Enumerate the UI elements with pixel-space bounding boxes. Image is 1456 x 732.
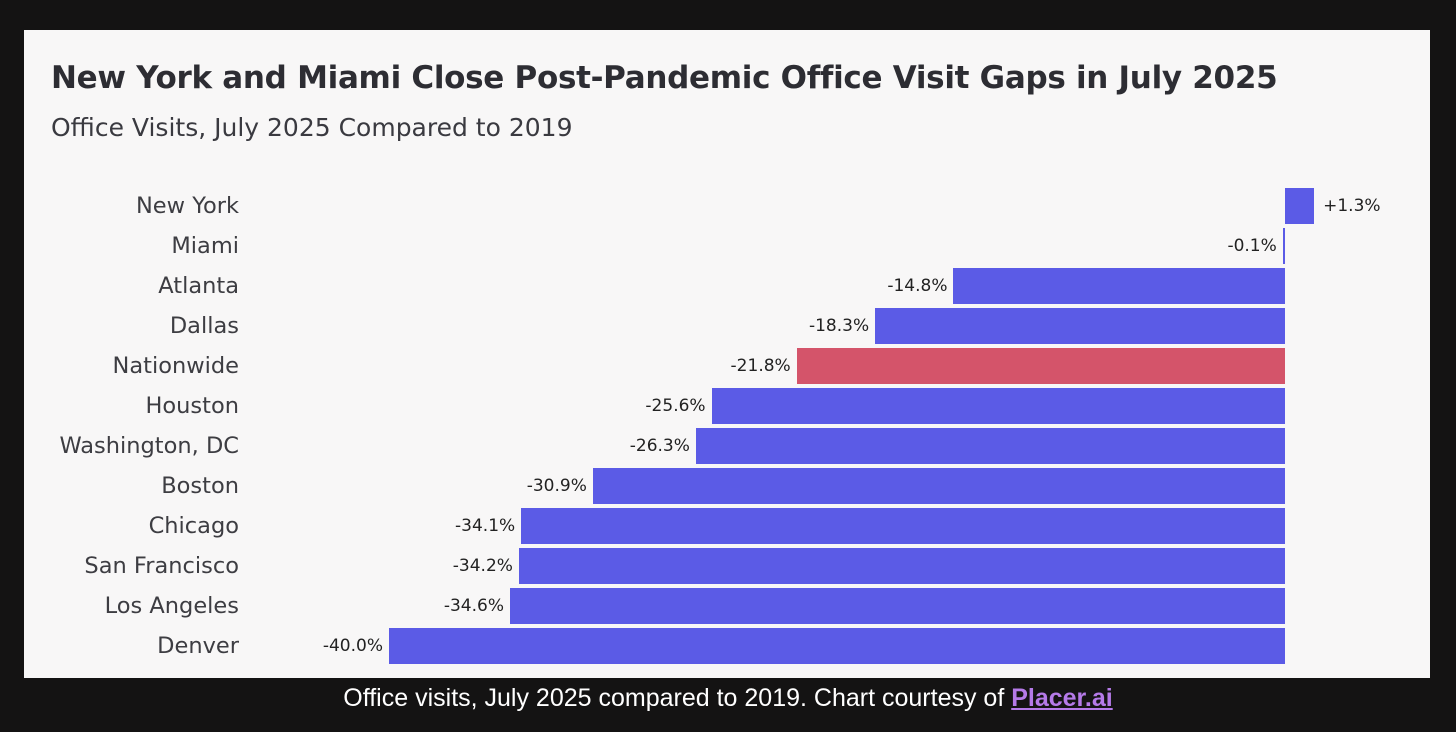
data-label: -34.1% (455, 516, 516, 536)
data-label: -34.6% (443, 596, 504, 616)
category-label: Miami (171, 233, 239, 259)
bar-los-angeles (509, 588, 1285, 624)
bar-miami (1282, 228, 1285, 264)
category-label: Atlanta (158, 273, 239, 299)
data-label: -14.8% (887, 276, 948, 296)
caption: Office visits, July 2025 compared to 201… (0, 684, 1456, 713)
data-label: -26.3% (629, 436, 690, 456)
chart-subtitle: Office Visits, July 2025 Compared to 201… (51, 113, 573, 142)
bar-atlanta (953, 268, 1285, 304)
category-label: Boston (161, 473, 239, 499)
category-label: Washington, DC (59, 433, 239, 459)
bar-chicago (521, 508, 1285, 544)
category-label: Houston (145, 393, 239, 419)
category-label: New York (135, 193, 239, 219)
category-label: Chicago (148, 513, 239, 539)
category-label: Dallas (169, 313, 239, 339)
data-label: -40.0% (322, 636, 383, 656)
category-label: Los Angeles (104, 593, 239, 619)
placer-link[interactable]: Placer.ai (1011, 684, 1113, 712)
bar-nationwide (796, 348, 1285, 384)
data-label: -0.1% (1227, 236, 1277, 256)
data-label: -25.6% (645, 396, 706, 416)
data-label: -21.8% (730, 356, 791, 376)
caption-text: Office visits, July 2025 compared to 201… (343, 684, 1012, 712)
bar-san-francisco (518, 548, 1285, 584)
bar-dallas (875, 308, 1285, 344)
bar-new-york (1285, 188, 1315, 224)
category-label: San Francisco (84, 553, 239, 579)
data-label: +1.3% (1323, 196, 1381, 216)
data-label: -30.9% (526, 476, 587, 496)
category-label: Nationwide (112, 353, 240, 379)
chart-title: New York and Miami Close Post-Pandemic O… (51, 60, 1278, 96)
category-label: Denver (157, 633, 239, 659)
data-label: -34.2% (452, 556, 513, 576)
bar-denver (389, 628, 1285, 664)
bar-boston (592, 468, 1285, 504)
data-label: -18.3% (808, 316, 870, 336)
bar-houston (711, 388, 1285, 424)
bar-washington-dc (695, 428, 1285, 464)
